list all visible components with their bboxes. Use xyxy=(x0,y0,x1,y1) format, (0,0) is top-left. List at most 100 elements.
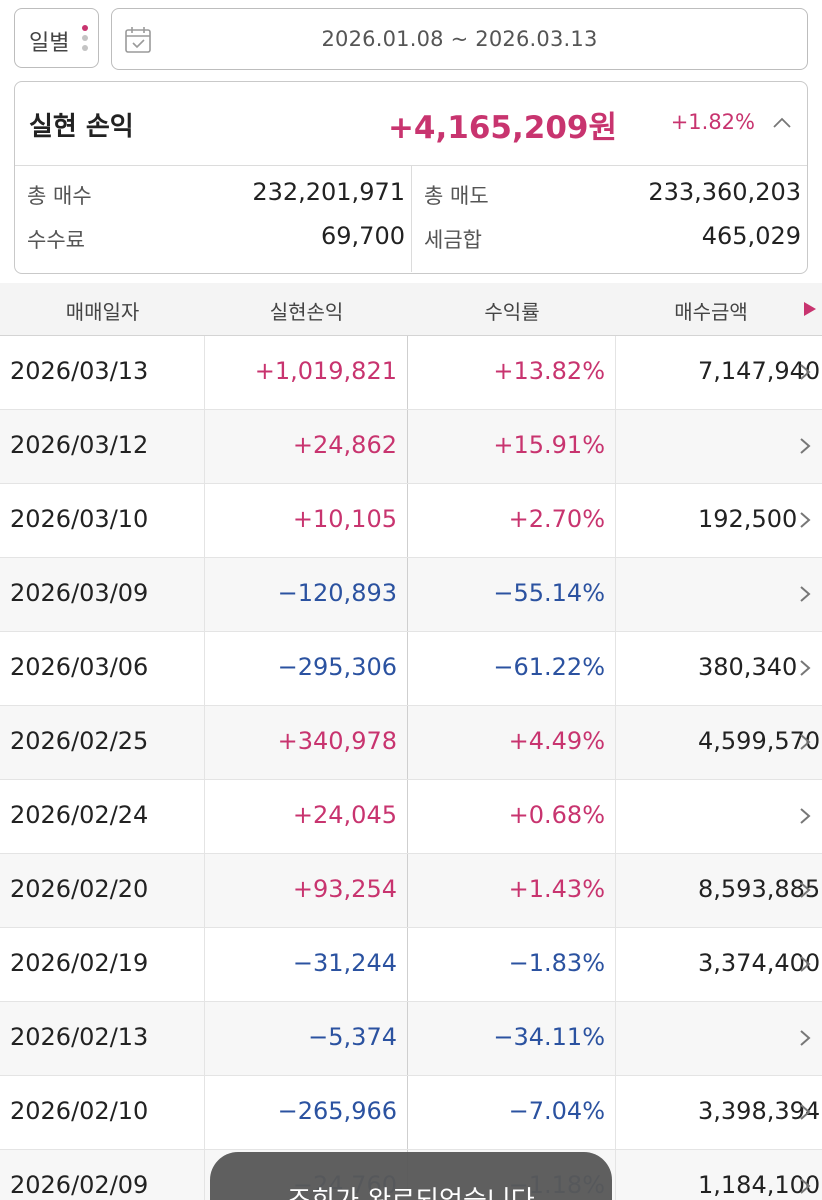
realized-pnl: +10,105 xyxy=(292,505,397,533)
chevron-up-icon[interactable] xyxy=(771,112,793,138)
table-row[interactable]: 2026/03/10 +10,105 +2.70% 192,500 xyxy=(0,484,822,558)
trade-date: 2026/03/10 xyxy=(10,505,149,533)
buy-amount: 8,593,885 xyxy=(698,875,821,903)
total-sell-value: 233,360,203 xyxy=(648,178,801,206)
trade-date: 2026/02/13 xyxy=(10,1023,149,1051)
column-header-rate[interactable]: 수익률 xyxy=(484,300,540,324)
table-row[interactable]: 2026/02/24 +24,045 +0.68% xyxy=(0,780,822,854)
realized-pnl-summary: 실현 손익 +4,165,209원 +1.82% 총 매수 232,201,97… xyxy=(14,81,808,274)
trade-date: 2026/02/20 xyxy=(10,875,149,903)
return-rate: −7.04% xyxy=(508,1097,605,1125)
realized-pnl-cell: −5,374 xyxy=(205,1002,408,1075)
table-row[interactable]: 2026/02/19 −31,244 −1.83% 3,374,400 xyxy=(0,928,822,1002)
chevron-right-icon[interactable] xyxy=(798,362,812,386)
realized-pnl-cell: +340,978 xyxy=(205,706,408,779)
chevron-right-icon[interactable] xyxy=(798,584,812,608)
trade-date-cell: 2026/03/12 xyxy=(0,410,205,483)
triangle-right-icon[interactable] xyxy=(802,300,818,322)
chevron-right-icon[interactable] xyxy=(798,732,812,756)
return-rate-cell: −61.22% xyxy=(408,632,616,705)
return-rate: +15.91% xyxy=(493,431,605,459)
table-row[interactable]: 2026/02/25 +340,978 +4.49% 4,599,570 xyxy=(0,706,822,780)
date-range-text: 2026.01.08 ~ 2026.03.13 xyxy=(321,27,598,51)
summary-details: 총 매수 232,201,971 수수료 69,700 총 매도 233,360… xyxy=(15,166,807,272)
table-row[interactable]: 2026/03/13 +1,019,821 +13.82% 7,147,940 xyxy=(0,336,822,410)
return-rate-cell: −34.11% xyxy=(408,1002,616,1075)
chevron-right-icon[interactable] xyxy=(798,1028,812,1052)
return-rate: +0.68% xyxy=(508,801,605,829)
buy-amount: 380,340 xyxy=(698,653,798,681)
buy-amount-cell xyxy=(616,1002,822,1075)
trade-date: 2026/02/24 xyxy=(10,801,149,829)
table-row[interactable]: 2026/03/06 −295,306 −61.22% 380,340 xyxy=(0,632,822,706)
chevron-right-icon[interactable] xyxy=(798,806,812,830)
trade-date-cell: 2026/02/13 xyxy=(0,1002,205,1075)
table-row[interactable]: 2026/02/13 −5,374 −34.11% xyxy=(0,1002,822,1076)
calendar-icon xyxy=(124,26,152,58)
realized-pnl: −295,306 xyxy=(277,653,397,681)
summary-header[interactable]: 실현 손익 +4,165,209원 +1.82% xyxy=(15,82,807,166)
tax-label: 세금합 xyxy=(424,228,482,252)
realized-pnl: +1,019,821 xyxy=(254,357,397,385)
trade-date-cell: 2026/03/06 xyxy=(0,632,205,705)
column-header-date[interactable]: 매매일자 xyxy=(65,300,140,324)
trade-date-cell: 2026/02/19 xyxy=(0,928,205,1001)
return-rate: −1.83% xyxy=(508,949,605,977)
total-buy-row: 총 매수 232,201,971 xyxy=(27,178,405,216)
column-header-buy-amount[interactable]: 매수금액 xyxy=(674,300,748,324)
trade-date: 2026/02/19 xyxy=(10,949,149,977)
period-label: 일별 xyxy=(29,31,70,56)
table-row[interactable]: 2026/02/10 −265,966 −7.04% 3,398,394 xyxy=(0,1076,822,1150)
chevron-right-icon[interactable] xyxy=(798,658,812,682)
table-row[interactable]: 2026/03/09 −120,893 −55.14% xyxy=(0,558,822,632)
realized-pnl: −120,893 xyxy=(277,579,397,607)
trade-date-cell: 2026/03/13 xyxy=(0,336,205,409)
trade-date-cell: 2026/02/25 xyxy=(0,706,205,779)
buy-amount-cell xyxy=(616,558,822,631)
tax-row: 세금합 465,029 xyxy=(424,222,801,260)
realized-pnl-cell: +24,862 xyxy=(205,410,408,483)
buy-amount-cell: 192,500 xyxy=(616,484,822,557)
buy-amount-cell: 3,398,394 xyxy=(616,1076,822,1149)
trade-date: 2026/02/09 xyxy=(10,1171,149,1199)
realized-pnl-cell: −295,306 xyxy=(205,632,408,705)
return-rate-cell: −1.83% xyxy=(408,928,616,1001)
summary-title: 실현 손익 xyxy=(29,112,134,142)
chevron-right-icon[interactable] xyxy=(798,1176,812,1200)
table-row[interactable]: 2026/03/12 +24,862 +15.91% xyxy=(0,410,822,484)
fee-label: 수수료 xyxy=(27,228,85,252)
buy-amount: 1,184,100 xyxy=(698,1171,821,1199)
chevron-right-icon[interactable] xyxy=(798,510,812,534)
chevron-right-icon[interactable] xyxy=(798,1102,812,1126)
buy-amount-cell xyxy=(616,780,822,853)
summary-rate: +1.82% xyxy=(670,110,755,134)
trade-date: 2026/03/13 xyxy=(10,357,149,385)
realized-pnl: +93,254 xyxy=(292,875,397,903)
column-header-pnl[interactable]: 실현손익 xyxy=(269,300,344,324)
buy-amount-cell: 4,599,570 xyxy=(616,706,822,779)
return-rate-cell: +0.68% xyxy=(408,780,616,853)
total-buy-label: 총 매수 xyxy=(27,184,92,208)
return-rate-cell: −55.14% xyxy=(408,558,616,631)
return-rate-cell: +2.70% xyxy=(408,484,616,557)
trade-date: 2026/03/06 xyxy=(10,653,149,681)
return-rate-cell: +4.49% xyxy=(408,706,616,779)
realized-pnl-cell: +24,045 xyxy=(205,780,408,853)
chevron-right-icon[interactable] xyxy=(798,436,812,460)
filter-bar: 일별 2026.01.08 ~ 2026.03.13 xyxy=(14,8,808,70)
table-row[interactable]: 2026/02/20 +93,254 +1.43% 8,593,885 xyxy=(0,854,822,928)
date-range-field[interactable]: 2026.01.08 ~ 2026.03.13 xyxy=(111,8,808,70)
summary-right-column: 총 매도 233,360,203 세금합 465,029 xyxy=(412,166,807,272)
period-indicator-icon xyxy=(82,25,90,55)
return-rate: −34.11% xyxy=(493,1023,605,1051)
realized-pnl: +24,862 xyxy=(292,431,397,459)
return-rate: +2.70% xyxy=(508,505,605,533)
realized-pnl: −5,374 xyxy=(308,1023,397,1051)
chevron-right-icon[interactable] xyxy=(798,880,812,904)
total-sell-label: 총 매도 xyxy=(424,184,489,208)
period-select-button[interactable]: 일별 xyxy=(14,8,99,68)
realized-pnl-cell: −120,893 xyxy=(205,558,408,631)
fee-value: 69,700 xyxy=(321,222,405,250)
chevron-right-icon[interactable] xyxy=(798,954,812,978)
